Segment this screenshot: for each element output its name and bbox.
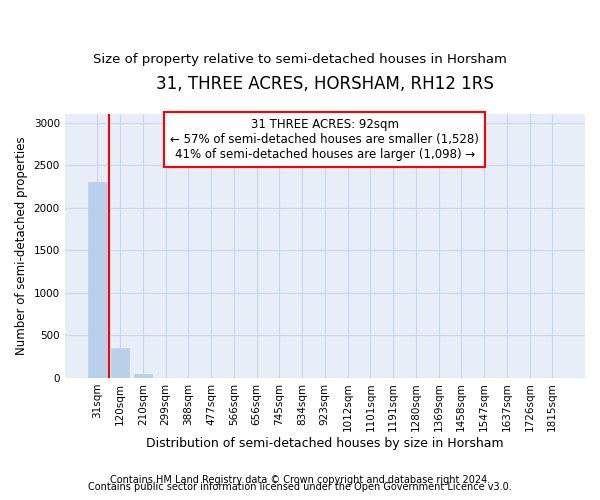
Text: Contains HM Land Registry data © Crown copyright and database right 2024.: Contains HM Land Registry data © Crown c… [110,475,490,485]
Bar [88,182,107,378]
Text: Size of property relative to semi-detached houses in Horsham: Size of property relative to semi-detach… [93,52,507,66]
Bar [134,374,152,378]
Title: 31, THREE ACRES, HORSHAM, RH12 1RS: 31, THREE ACRES, HORSHAM, RH12 1RS [156,75,494,93]
Text: 31 THREE ACRES: 92sqm
← 57% of semi-detached houses are smaller (1,528)
41% of s: 31 THREE ACRES: 92sqm ← 57% of semi-deta… [170,118,479,161]
Y-axis label: Number of semi-detached properties: Number of semi-detached properties [15,136,28,355]
Text: Contains public sector information licensed under the Open Government Licence v3: Contains public sector information licen… [88,482,512,492]
X-axis label: Distribution of semi-detached houses by size in Horsham: Distribution of semi-detached houses by … [146,437,503,450]
Bar [111,348,129,378]
